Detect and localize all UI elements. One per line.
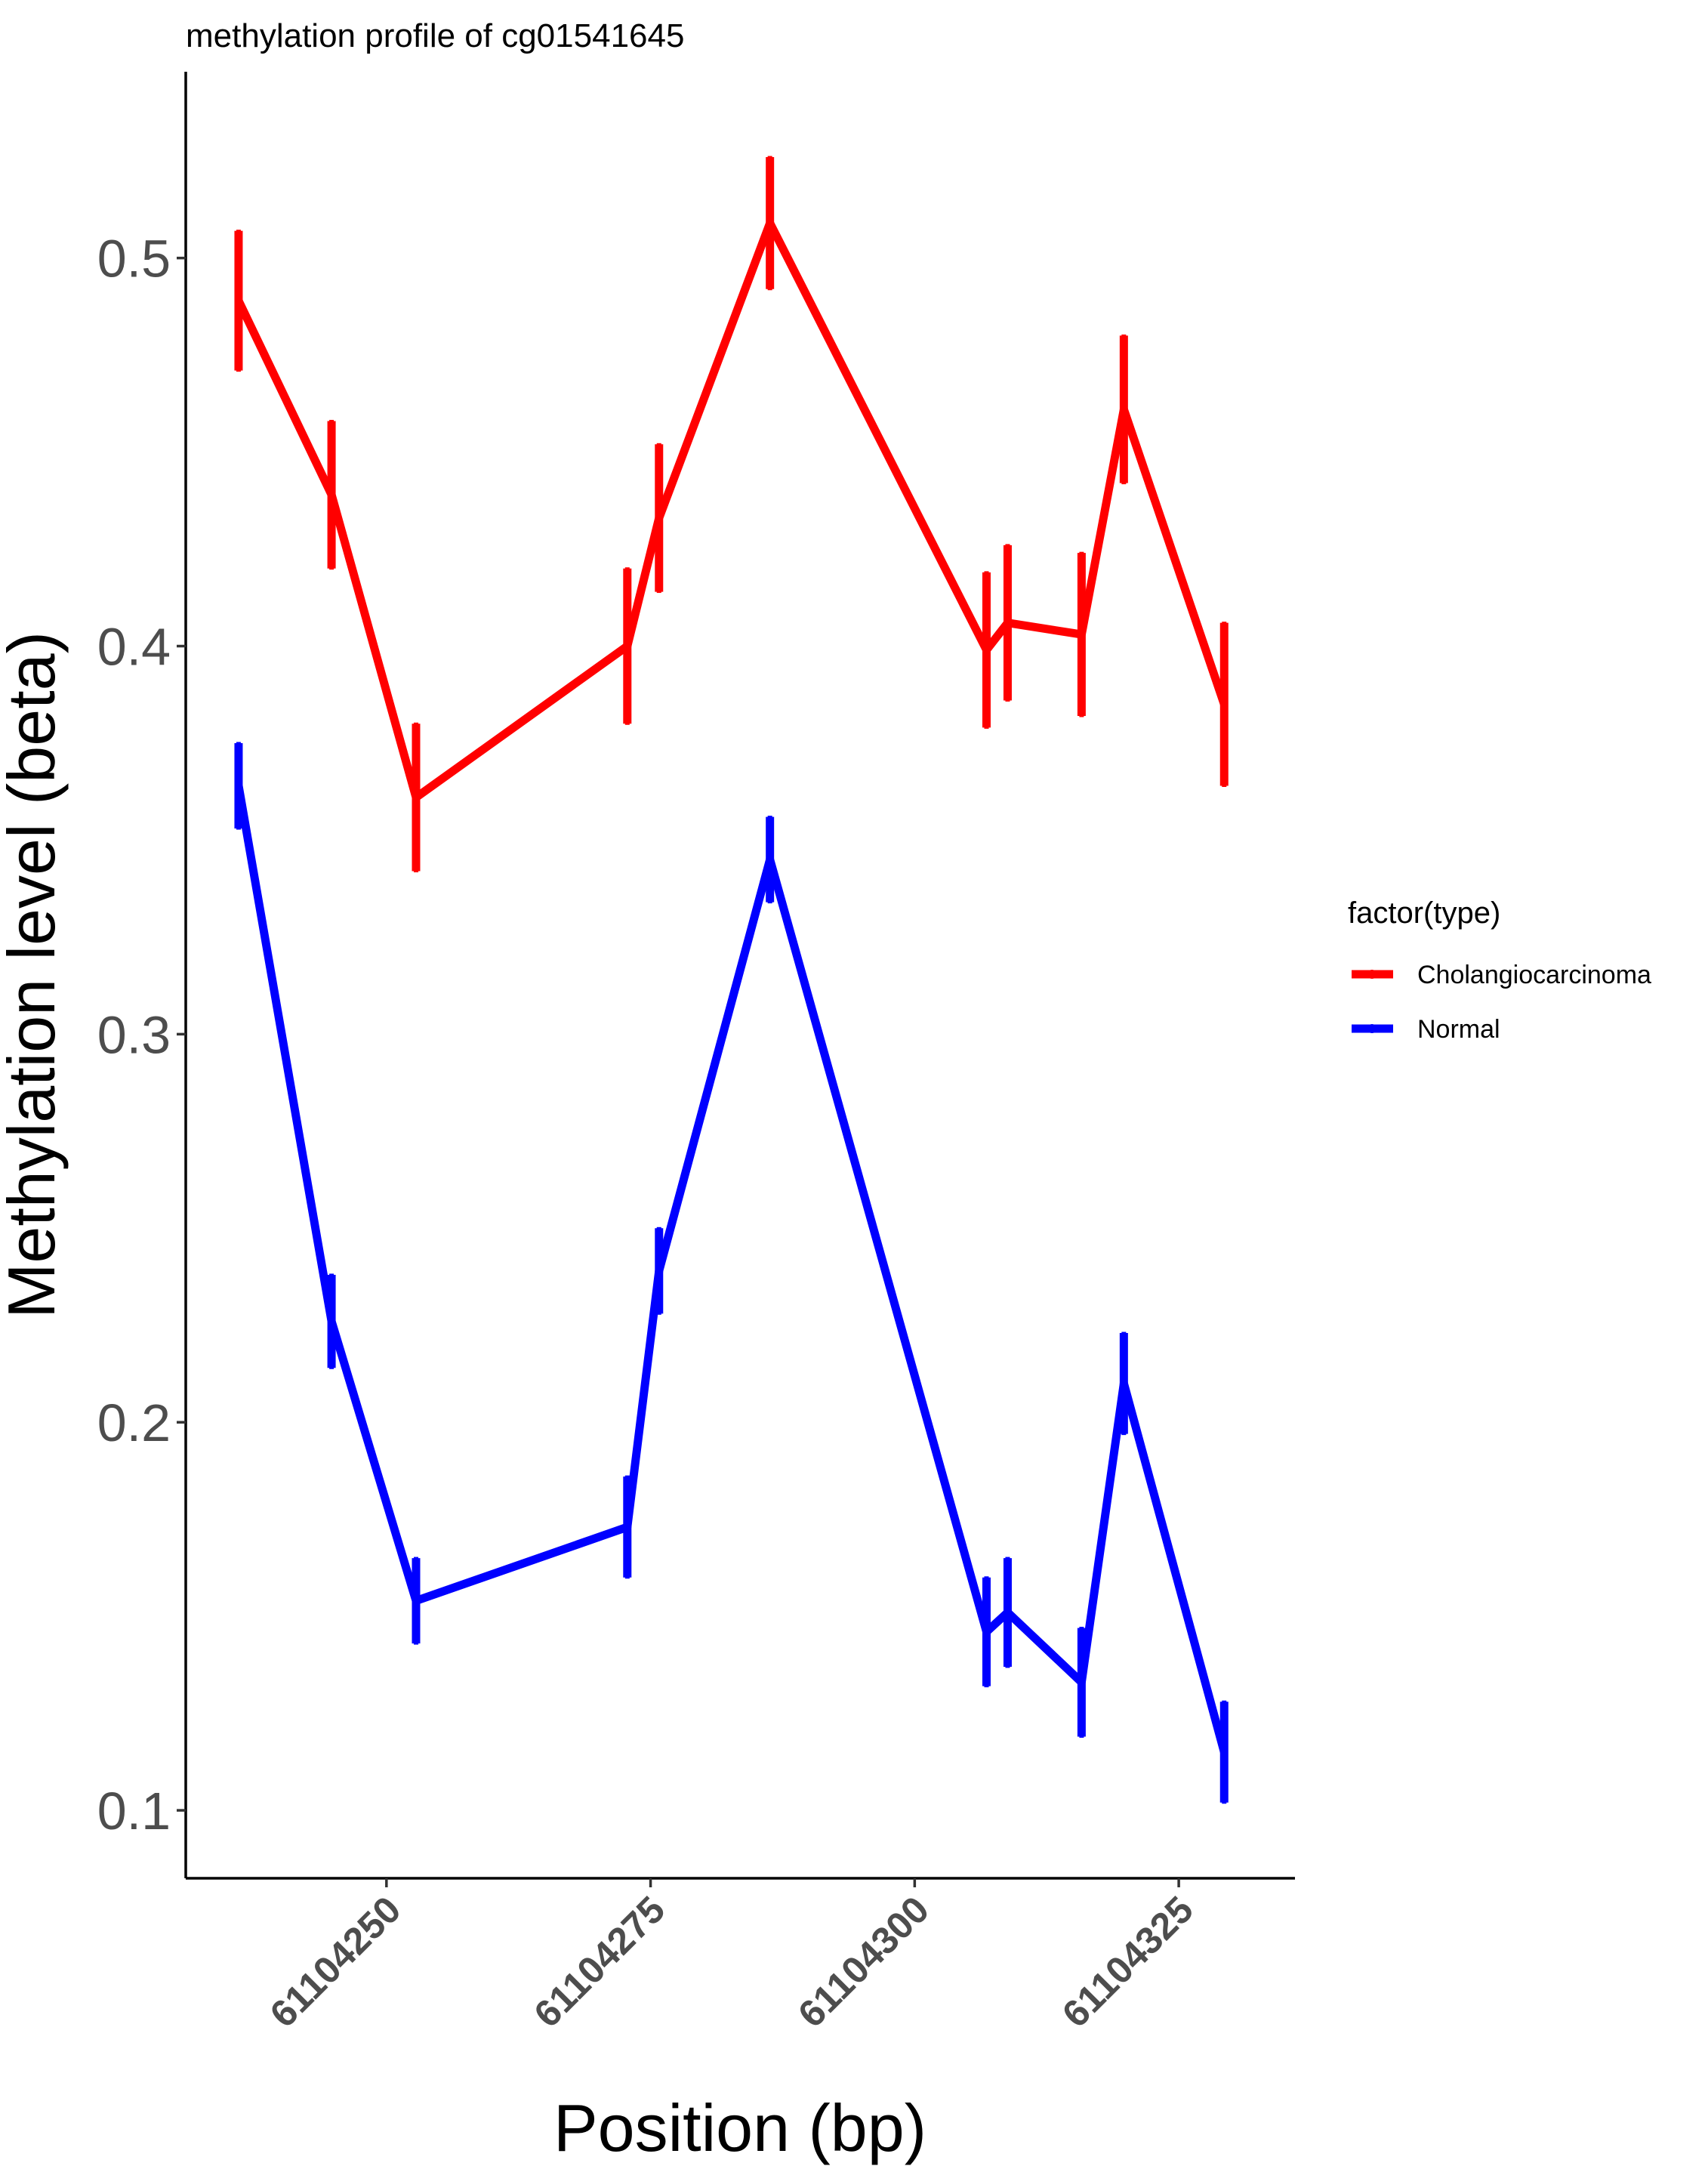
data-point	[624, 643, 630, 649]
x-axis-title: Position (bp)	[553, 2090, 926, 2165]
x-tick-label: 61104250	[262, 1888, 409, 2035]
legend-title: factor(type)	[1348, 896, 1500, 930]
data-point	[235, 782, 242, 789]
legend-items: Cholangiocarcinoma Normal	[1352, 961, 1651, 1044]
data-point	[412, 1597, 419, 1604]
data-point	[1221, 1748, 1228, 1755]
data-point	[1221, 701, 1228, 708]
data-point	[1121, 1380, 1127, 1387]
data-point	[1004, 1609, 1011, 1616]
data-point	[1078, 1679, 1085, 1686]
data-point	[766, 220, 773, 227]
data-point	[1004, 619, 1011, 626]
series-line	[235, 218, 1229, 802]
x-tick-label: 61104275	[526, 1888, 673, 2035]
legend-label: Cholangiocarcinoma	[1417, 961, 1651, 989]
data-point	[983, 1628, 990, 1635]
series-line	[234, 785, 1229, 1754]
plot-area	[234, 156, 1229, 1804]
y-tick-label: 0.5	[97, 230, 171, 288]
series-normal	[234, 742, 1229, 1804]
data-point	[655, 1267, 662, 1274]
data-point	[1121, 406, 1127, 413]
legend: factor(type) Cholangiocarcinoma Normal	[1348, 896, 1651, 1044]
legend-key-point	[1367, 1024, 1377, 1033]
data-point	[766, 856, 773, 863]
legend-label: Normal	[1417, 1015, 1500, 1044]
legend-item: Cholangiocarcinoma	[1352, 961, 1651, 989]
x-axis-ticks: 61104250 61104275 61104300 61104325	[262, 1878, 1201, 2035]
data-point	[655, 514, 662, 521]
data-point	[235, 298, 242, 304]
y-tick-label: 0.1	[97, 1782, 171, 1840]
data-point	[983, 646, 990, 653]
y-tick-label: 0.2	[97, 1393, 171, 1452]
y-axis-ticks: 0.1 0.2 0.3 0.4 0.5	[97, 230, 186, 1840]
data-point	[412, 794, 419, 801]
data-point	[624, 1523, 630, 1530]
y-axis-title: Methylation level (beta)	[0, 631, 69, 1319]
series-cholangiocarcinoma	[234, 156, 1229, 873]
data-point	[328, 492, 335, 498]
legend-key-point	[1367, 970, 1377, 979]
x-tick-label: 61104300	[790, 1888, 937, 2035]
chart-title: methylation profile of cg01541645	[186, 17, 684, 54]
y-tick-label: 0.3	[97, 1005, 171, 1064]
data-point	[1078, 631, 1085, 638]
legend-item: Normal	[1352, 1015, 1500, 1044]
x-tick-label: 61104325	[1054, 1888, 1201, 2035]
y-tick-label: 0.4	[97, 618, 171, 677]
data-point	[328, 1318, 335, 1325]
